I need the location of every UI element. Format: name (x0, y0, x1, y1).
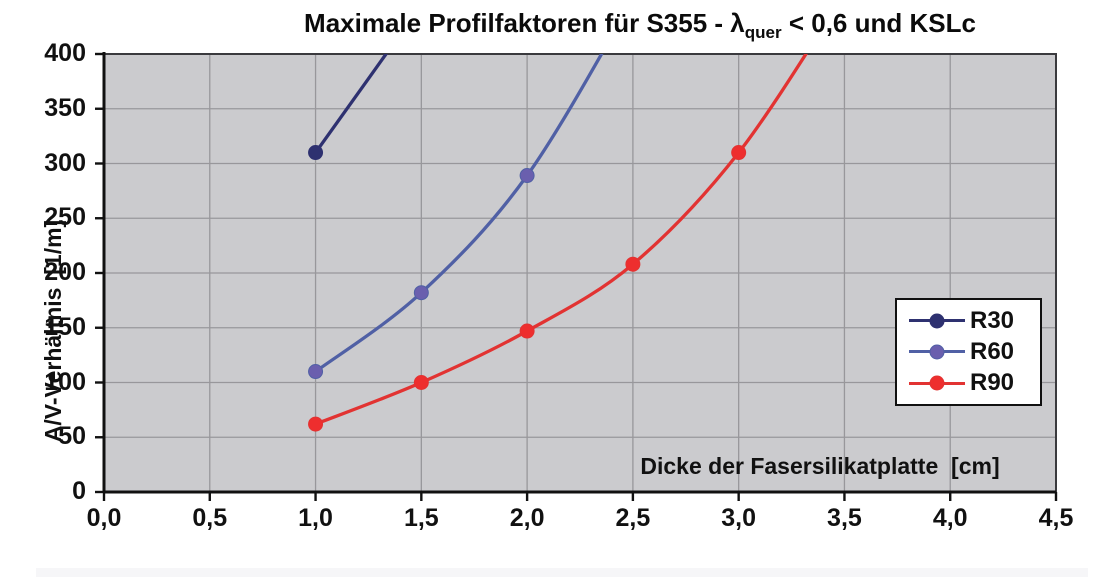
legend-label: R30 (970, 306, 1015, 334)
legend-line-marker-icon (909, 313, 965, 329)
data-point-marker-r90 (519, 323, 535, 339)
legend-line-marker-icon (909, 344, 965, 360)
x-tick-label: 1,5 (403, 504, 439, 532)
x-axis-title: Dicke der Fasersilikatplatte [cm] (640, 453, 1000, 479)
data-point-marker-r60 (413, 285, 429, 301)
legend-item: R90 (909, 371, 1036, 395)
title-prefix: Maximale Profilfaktoren für S355 - (304, 8, 731, 38)
x-tick-label: 4,0 (932, 504, 968, 532)
y-tick-label: 250 (44, 203, 86, 232)
data-point-marker-r90 (413, 375, 429, 390)
data-point-marker-r90 (731, 145, 747, 161)
legend-item: R60 (909, 337, 1036, 365)
bottom-strip (36, 568, 1088, 577)
title-suffix: < 0,6 und KSLc (781, 8, 976, 38)
y-tick-label: 100 (44, 367, 86, 396)
x-tick-label: 0,5 (192, 504, 228, 532)
x-tick-label: 3,0 (721, 504, 757, 532)
x-tick-label: 2,5 (615, 504, 651, 532)
data-point-marker-r60 (308, 364, 324, 380)
y-tick-label: 400 (44, 39, 86, 67)
x-tick-label: 2,0 (509, 504, 545, 532)
lambda-subscript: quer (744, 23, 782, 43)
series-line-r60 (314, 54, 604, 373)
legend: R30 R60 R90 (895, 298, 1042, 406)
lambda-symbol: λ (730, 8, 745, 38)
y-tick-label: 200 (44, 258, 86, 286)
legend-item: R30 (909, 306, 1036, 334)
x-tick-label: 4,5 (1038, 504, 1074, 532)
y-tick-label: 150 (44, 312, 86, 341)
data-point-marker-r90 (308, 416, 324, 432)
x-tick-label: 1,0 (298, 504, 333, 532)
legend-label: R90 (970, 369, 1015, 397)
y-tick-label: 300 (44, 148, 86, 177)
data-point-marker-r90 (625, 256, 641, 272)
chart-title: Maximale Profilfaktoren für S355 - λquer… (185, 8, 1095, 43)
y-tick-label: 350 (44, 93, 86, 122)
legend-label: R60 (970, 337, 1015, 365)
y-tick-label: 50 (58, 422, 86, 451)
legend-line-marker-icon (909, 375, 965, 391)
x-tick-label: 0,0 (86, 504, 122, 532)
data-point-marker-r60 (519, 168, 535, 184)
series-line-r30 (314, 54, 389, 154)
y-tick-label: 0 (72, 477, 86, 505)
data-point-marker-r30 (308, 145, 324, 161)
x-tick-label: 3,5 (827, 504, 862, 532)
